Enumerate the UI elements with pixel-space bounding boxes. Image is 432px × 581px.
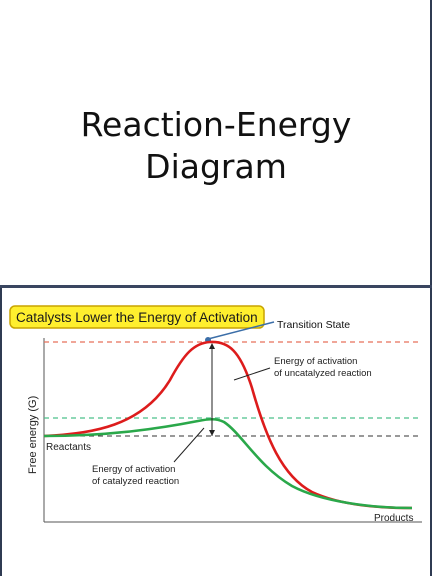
slide-title-line-1: Reaction-Energy [80, 105, 352, 144]
uncatalyzed-label-line-2: of uncatalyzed reaction [274, 368, 372, 379]
banner-box [9, 305, 265, 329]
slide-title: Reaction-Energy Diagram [0, 104, 432, 188]
banner-text: Catalysts Lower the Energy of Activation [16, 310, 258, 325]
reactants-label: Reactants [46, 442, 91, 453]
y-axis-label: Free energy (G) [27, 396, 39, 474]
diagram-slide: Catalysts Lower the Energy of Activation… [0, 288, 432, 576]
reaction-energy-diagram: Catalysts Lower the Energy of Activation… [9, 305, 422, 524]
catalyzed-label-line-1: Energy of activation [92, 464, 175, 475]
products-label: Products [374, 513, 413, 524]
title-slide: Reaction-Energy Diagram [0, 0, 432, 286]
transition-state-pointer [207, 321, 275, 340]
catalyzed-leader [173, 427, 205, 463]
catalyzed-curve [43, 417, 413, 510]
transition-state-label: Transition State [277, 319, 350, 331]
uncatalyzed-label-line-1: Energy of activation [274, 356, 357, 367]
catalyzed-label-line-2: of catalyzed reaction [92, 476, 179, 487]
slide-separator [0, 285, 432, 288]
uncatalyzed-leader [233, 367, 271, 381]
slide-title-line-2: Diagram [145, 147, 287, 186]
